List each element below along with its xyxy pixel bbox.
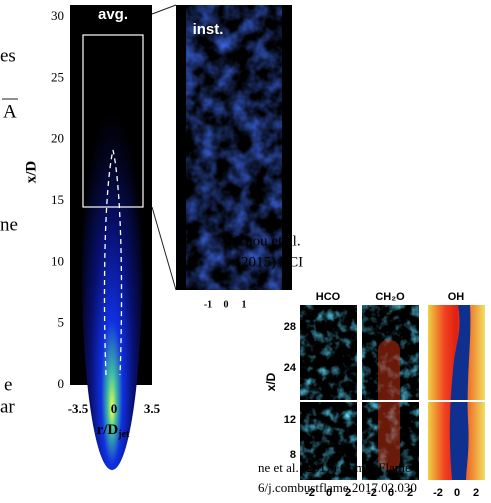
x-tick-label: -2	[367, 487, 377, 499]
y-tick-label: 8	[290, 449, 296, 461]
y-tick-label: 15	[51, 192, 64, 207]
y-tick-label: 12	[284, 414, 296, 426]
fragment: e	[4, 374, 12, 395]
hco-structure	[300, 305, 357, 480]
x-tick-label: 3.5	[144, 401, 161, 416]
y-tick-label: 0	[58, 376, 65, 391]
y-tick-label: 20	[51, 131, 64, 146]
panel-label: avg.	[98, 6, 128, 23]
x-axis: -2 0 2 -2 0 2 -2 0 2	[305, 487, 479, 499]
x-tick-label: 2	[473, 487, 479, 499]
x-tick-label: 2	[345, 487, 351, 499]
x-axis-label-sub: jet	[117, 429, 130, 440]
x-tick-label: 0	[224, 299, 229, 310]
y-tick-label: 28	[284, 321, 296, 333]
y-tick-label: 10	[51, 253, 64, 268]
x-tick-label: 0	[326, 487, 332, 499]
x-axis-label-main: r/D	[97, 422, 119, 438]
citation: 6/j.combustflame.2017.02.030	[258, 480, 417, 495]
species-label: OH	[448, 291, 465, 303]
y-axis-label: x/D	[23, 161, 39, 184]
fragment: A	[3, 101, 17, 122]
fragment: ar	[0, 396, 15, 417]
x-tick-label: 0	[454, 487, 460, 499]
species-label: CH₂O	[375, 291, 405, 303]
citation: (2015) PCI	[236, 254, 303, 270]
y-tick-label: 30	[51, 8, 64, 23]
fragment: ne	[0, 214, 18, 235]
connector	[151, 206, 177, 291]
x-axis-label: r/Djet	[97, 422, 130, 440]
citation: Zhou et al.	[236, 233, 301, 249]
x-tick-label: -1	[204, 299, 212, 310]
x-tick-label: -2	[305, 487, 315, 499]
zoom-box	[82, 34, 144, 208]
y-tick-label: 5	[58, 315, 65, 330]
x-tick-label: 0	[388, 487, 394, 499]
x-tick-label: 2	[407, 487, 413, 499]
x-tick-label: -3.5	[68, 401, 89, 416]
species-label: HCO	[316, 291, 341, 303]
citation: ne et al. (2017) Comb. Flame	[258, 460, 411, 475]
fragment: es	[0, 45, 16, 66]
panel-label: inst.	[193, 21, 224, 38]
ch2o-core	[378, 340, 400, 470]
y-axis: 0 5 10 15 20 25 30	[51, 8, 64, 391]
stoich-contour	[103, 149, 123, 376]
y-tick-label: 25	[51, 69, 64, 84]
connector	[151, 4, 177, 15]
inst-turbulence	[186, 5, 282, 290]
y-tick-label: 24	[284, 362, 297, 374]
x-tick-label: 1	[242, 299, 247, 310]
y-axis-label: x/D	[264, 372, 278, 391]
x-tick-label: -2	[433, 487, 443, 499]
oh-core	[449, 305, 471, 480]
x-tick-label: 0	[111, 401, 118, 416]
avg-fade	[70, 5, 152, 385]
